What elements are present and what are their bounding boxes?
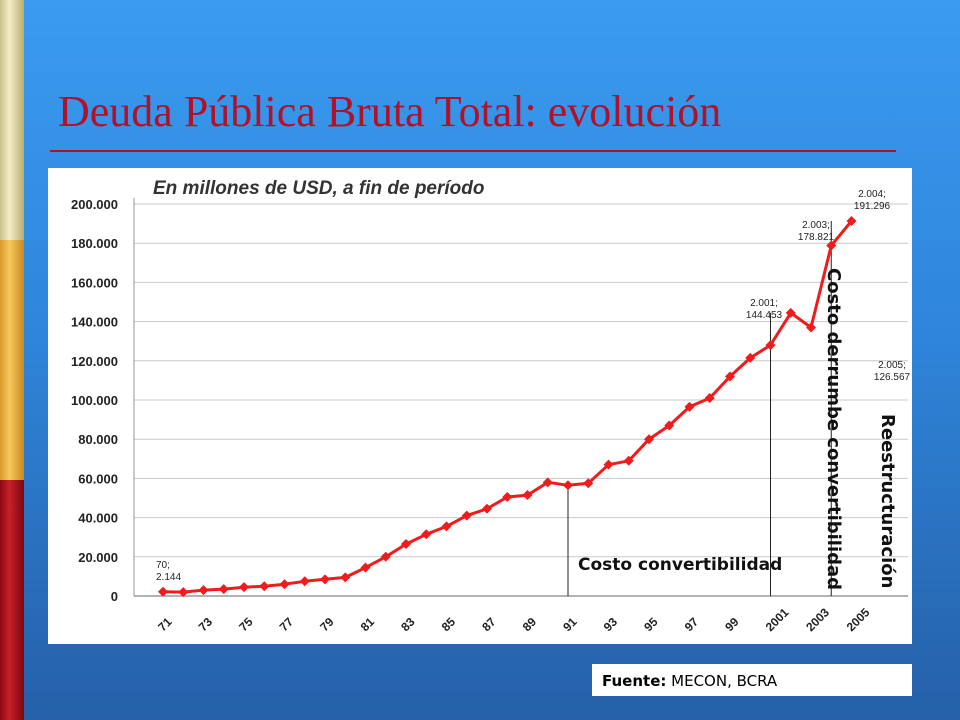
data-point xyxy=(806,322,816,333)
point-label: 191.296 xyxy=(854,201,891,212)
data-point xyxy=(684,401,695,412)
y-tick-label: 140.000 xyxy=(71,315,118,330)
x-tick-labels: 71 73 75 77 79 81 83 85 87 89 91 93 95 97 99 2001 2003 20… xyxy=(155,605,873,634)
data-point xyxy=(259,581,270,592)
y-tick-label: 20.000 xyxy=(78,550,118,565)
y-tick-label: 120.000 xyxy=(71,354,118,369)
x-tick-label: 71 xyxy=(155,615,175,635)
data-point xyxy=(461,510,472,521)
chart-title: En millones de USD, a fin de período xyxy=(153,178,485,199)
data-point xyxy=(380,551,391,562)
data-point xyxy=(360,562,371,573)
x-tick-label: 73 xyxy=(196,615,216,635)
point-label: 70; xyxy=(156,560,170,571)
debt-series-line xyxy=(162,220,853,594)
data-point xyxy=(482,503,492,514)
y-tick-label: 80.000 xyxy=(78,432,118,447)
y-tick-label: 60.000 xyxy=(78,471,118,486)
bar-segment-cream xyxy=(0,0,24,240)
y-tick-label: 200.000 xyxy=(71,197,118,212)
y-tick-label: 160.000 xyxy=(71,275,118,290)
x-tick-label: 95 xyxy=(641,615,661,635)
gridlines xyxy=(133,198,908,597)
source-box: Fuente: MECON, BCRA xyxy=(592,664,912,696)
point-labels: 70;2.144 2.001;144.453 2.003;178.821 2.004;… xyxy=(156,189,911,583)
point-label: 178.821 xyxy=(798,232,835,243)
annotation-reestructuracion: Reestructuración xyxy=(877,414,898,588)
data-point xyxy=(826,240,837,251)
data-point xyxy=(320,574,330,585)
point-label: 144.453 xyxy=(746,310,783,321)
point-label: 126.567 xyxy=(874,372,911,383)
data-point xyxy=(542,477,553,488)
data-point xyxy=(279,579,290,590)
data-point xyxy=(664,420,675,431)
x-tick-label: 89 xyxy=(520,615,540,635)
x-tick-label: 75 xyxy=(236,615,256,635)
chart-panel: En millones de USD, a fin de período 0 20… xyxy=(48,168,912,644)
title-underline xyxy=(50,150,896,152)
data-point xyxy=(421,529,432,540)
x-tick-label: 81 xyxy=(358,615,378,635)
data-point xyxy=(583,478,594,489)
x-tick-label: 97 xyxy=(682,615,702,635)
x-tick-label: 99 xyxy=(722,615,742,635)
y-tick-label: 40.000 xyxy=(78,511,118,526)
x-tick-label: 83 xyxy=(398,615,418,635)
annotation-costo-derrumbe: Costo derrumbe convertibilidad xyxy=(823,268,844,590)
data-point xyxy=(745,352,756,363)
point-label: 2.004; xyxy=(858,189,886,200)
data-point xyxy=(785,307,796,318)
data-point xyxy=(158,586,168,597)
data-point xyxy=(704,393,715,404)
slide-title: Deuda Pública Bruta Total: evolución xyxy=(58,87,722,136)
point-label: 2.005; xyxy=(878,360,906,371)
source-text: MECON, BCRA xyxy=(671,672,778,690)
data-point xyxy=(198,585,209,596)
data-point xyxy=(401,539,411,550)
x-tick-label: 79 xyxy=(317,615,337,635)
x-tick-label: 2005 xyxy=(844,605,873,634)
source-label: Fuente: xyxy=(602,672,667,690)
left-decorative-bar xyxy=(0,0,24,720)
x-tick-label: 93 xyxy=(601,615,621,635)
point-label: 2.144 xyxy=(156,572,181,583)
point-label: 2.003; xyxy=(802,220,830,231)
data-point xyxy=(178,587,189,598)
debt-line-chart: En millones de USD, a fin de período 0 20… xyxy=(71,178,911,634)
data-point xyxy=(563,480,573,491)
annotation-lines xyxy=(567,221,832,596)
data-point xyxy=(299,576,310,587)
x-tick-label: 85 xyxy=(439,615,459,635)
x-tick-label: 2003 xyxy=(803,605,832,634)
y-tick-labels: 0 20.000 40.000 60.000 80.000 100.000 120.000 1… xyxy=(71,197,118,604)
data-point xyxy=(603,459,614,470)
data-point xyxy=(441,521,452,532)
y-tick-label: 100.000 xyxy=(71,393,118,408)
data-point xyxy=(522,490,533,501)
data-point xyxy=(218,584,229,595)
series-line xyxy=(162,220,853,594)
x-tick-label: 2001 xyxy=(763,605,792,634)
annotations: Costo convertibilidad Costo derrumbe conv… xyxy=(578,268,898,590)
data-point xyxy=(239,582,249,593)
y-tick-label: 180.000 xyxy=(71,236,118,251)
bar-segment-gold xyxy=(0,240,24,480)
x-tick-label: 91 xyxy=(560,615,580,635)
data-point xyxy=(846,216,857,227)
data-point xyxy=(765,340,776,351)
data-point xyxy=(623,455,634,466)
annotation-costo-convertibilidad: Costo convertibilidad xyxy=(578,555,782,575)
point-label: 2.001; xyxy=(750,298,778,309)
data-point xyxy=(725,371,735,382)
x-tick-label: 87 xyxy=(479,615,499,635)
y-tick-label: 0 xyxy=(111,589,118,604)
data-point xyxy=(340,572,351,583)
bar-segment-red xyxy=(0,480,24,720)
x-tick-label: 77 xyxy=(277,615,297,635)
data-point xyxy=(644,434,654,445)
data-point xyxy=(502,492,513,503)
series-points xyxy=(158,216,857,598)
